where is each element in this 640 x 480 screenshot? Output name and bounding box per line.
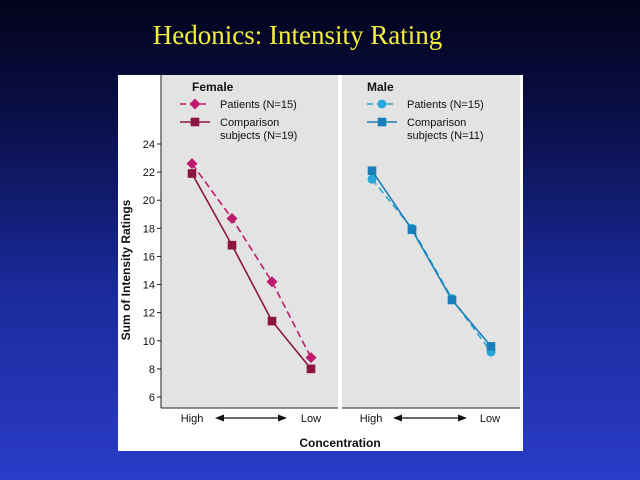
legend-marker [377,99,387,109]
y-tick-label: 14 [143,280,155,292]
legend-marker [189,98,201,110]
data-point [306,364,316,374]
data-point [305,352,317,364]
data-point [187,169,197,178]
series-line [371,170,492,347]
male-plot [367,166,496,357]
slide-title: Hedonics: Intensity Rating [152,20,443,50]
male-x-label-high: High [360,413,383,425]
legend-marker [377,117,387,127]
legend-label: Comparison [407,117,466,129]
data-point [486,342,496,351]
y-axis-label: Sum of Intensity Ratings [119,199,133,340]
male-x-label-low: Low [480,413,500,425]
data-point [367,166,377,176]
series-line [191,163,312,359]
female-x-label-high: High [181,413,204,425]
data-point [227,240,237,250]
y-ticks: 6 8 10 12 14 16 18 20 22 24 [143,139,161,404]
data-point [267,316,277,326]
female-double-arrow [215,414,287,422]
y-tick-label: 18 [143,223,155,235]
y-tick-label: 12 [143,308,155,320]
legend-label: subjects (N=11) [407,130,484,142]
chart-svg: 6 8 10 12 14 16 18 20 22 24 Sum of Intensity Rati… [118,75,523,451]
x-axis-label: Concentration [299,436,380,450]
y-tick-label: 8 [149,364,155,376]
male-double-arrow [393,414,467,422]
series-line [191,173,312,370]
y-tick-label: 16 [143,251,155,263]
male-panel-title: Male [367,80,394,94]
data-point [367,174,377,184]
y-tick-label: 24 [143,139,155,151]
y-tick-label: 6 [149,392,155,404]
y-tick-label: 22 [143,167,155,179]
legend-label: subjects (N=19) [220,130,297,142]
legend-label: Patients (N=15) [407,99,484,111]
data-point [447,295,457,305]
chart-figure: 6 8 10 12 14 16 18 20 22 24 Sum of Intensity Rati… [118,75,523,451]
legend-label: Comparison [220,117,279,129]
data-point [226,212,238,224]
data-point [407,225,417,235]
legend-label: Patients (N=15) [220,99,297,111]
data-point [266,276,278,288]
female-plot [186,158,317,374]
y-tick-label: 20 [143,195,155,207]
y-tick-label: 10 [143,336,155,348]
female-x-label-low: Low [301,413,321,425]
legend-marker [190,117,200,127]
female-panel-title: Female [192,80,234,94]
data-point [186,158,198,170]
